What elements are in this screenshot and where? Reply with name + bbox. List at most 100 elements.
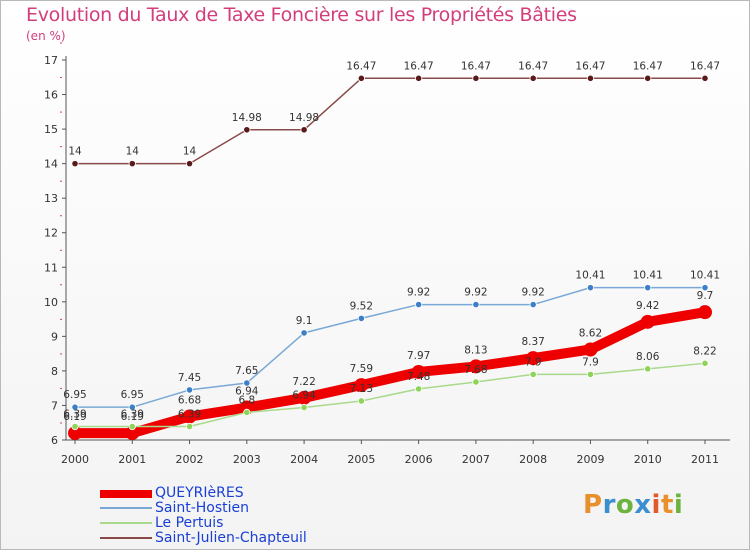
data-label: 14 — [183, 146, 197, 158]
data-point — [644, 74, 652, 82]
data-point — [68, 426, 82, 441]
data-label: 6.39 — [63, 409, 86, 421]
data-label: 16.47 — [633, 60, 663, 72]
data-label: 7.48 — [407, 371, 430, 383]
data-point — [297, 390, 312, 405]
x-tick-label: 2005 — [347, 453, 375, 466]
series-line-3 — [75, 77, 705, 165]
data-point — [529, 300, 537, 309]
data-label: 8.37 — [521, 336, 544, 348]
data-point — [529, 370, 537, 378]
data-point — [472, 74, 480, 82]
data-label: 10.41 — [575, 270, 605, 282]
legend-item-saint-julien-chapteuil: Saint-Julien-Chapteuil — [100, 530, 360, 546]
data-label: 6.39 — [178, 409, 201, 421]
data-point — [185, 422, 194, 431]
y-tick-label: 8 — [51, 365, 58, 378]
legend-label-saint-julien-chapteuil: Saint-Julien-Chapteuil — [155, 530, 307, 546]
y-tick-label: 15 — [44, 123, 58, 136]
data-label: 7.13 — [350, 383, 373, 395]
data-point — [357, 314, 365, 322]
data-label: 9.92 — [521, 287, 544, 299]
data-point — [300, 126, 308, 134]
data-point — [357, 74, 365, 82]
data-label: 16.47 — [575, 60, 605, 72]
data-point — [701, 359, 709, 367]
chart-legend: QUEYRIèRES Saint-Hostien Le Pertuis Sain… — [100, 485, 360, 546]
data-point — [71, 160, 79, 168]
data-label: 9.1 — [296, 315, 313, 327]
series-line-1 — [75, 286, 705, 408]
data-label: 9.92 — [407, 287, 430, 299]
data-label: 8.06 — [636, 351, 660, 363]
data-point — [243, 408, 251, 416]
data-point — [415, 300, 423, 309]
data-label: 6.95 — [63, 389, 86, 401]
y-tick-label: 11 — [44, 261, 58, 274]
x-tick-label: 2004 — [290, 453, 318, 466]
data-label: 9.7 — [697, 290, 714, 302]
data-point — [529, 74, 537, 82]
y-tick-label: 16 — [44, 89, 58, 102]
data-point — [300, 403, 308, 412]
data-label: 7.65 — [235, 365, 258, 377]
data-point — [526, 351, 541, 366]
data-label: 14 — [126, 146, 140, 158]
data-point — [586, 370, 595, 378]
legend-label-queyrieres: QUEYRIèRES — [155, 485, 244, 501]
data-point — [644, 365, 652, 373]
x-tick-label: 2002 — [176, 453, 204, 466]
data-point — [411, 364, 426, 379]
data-point — [468, 359, 483, 374]
data-label: 6.8 — [238, 394, 255, 406]
y-tick-label: 13 — [44, 192, 58, 205]
data-point — [472, 378, 480, 386]
legend-item-queyrieres: QUEYRIèRES — [100, 485, 360, 501]
data-label: 7.22 — [292, 376, 315, 388]
data-point — [128, 403, 136, 411]
data-label: 8.22 — [693, 345, 716, 357]
x-tick-label: 2008 — [519, 453, 547, 466]
data-point — [182, 409, 197, 424]
data-point — [586, 74, 595, 82]
data-point — [354, 378, 369, 393]
data-label: 10.41 — [633, 270, 663, 282]
data-label: 16.47 — [518, 60, 548, 72]
data-label: 14.98 — [289, 112, 319, 124]
data-label: 7.59 — [350, 363, 373, 375]
data-label: 10.41 — [690, 270, 720, 282]
data-label: 14 — [68, 146, 82, 158]
data-point — [128, 160, 136, 168]
data-label: 7.97 — [407, 350, 430, 362]
y-tick-label: 7 — [51, 399, 58, 412]
data-label: 6.68 — [178, 395, 201, 407]
data-label: 8.62 — [579, 327, 602, 339]
y-tick-label: 10 — [44, 296, 58, 309]
data-point — [644, 284, 652, 292]
data-point — [300, 329, 308, 337]
data-label: 16.47 — [690, 60, 720, 72]
data-point — [701, 284, 709, 292]
data-point — [415, 385, 423, 393]
series-line-2 — [75, 362, 706, 428]
x-tick-label: 2009 — [576, 453, 604, 466]
data-label: 14.98 — [232, 112, 262, 124]
data-point — [357, 397, 365, 405]
chart-title: Evolution du Taux de Taxe Foncière sur l… — [26, 4, 577, 26]
proxiti-logo: Proxiti — [583, 490, 684, 520]
data-label: 6.19 — [63, 411, 86, 423]
data-point — [71, 403, 79, 411]
data-label: 7.68 — [464, 364, 487, 376]
data-label: 6.94 — [235, 386, 259, 398]
data-point — [640, 314, 655, 329]
data-point — [125, 426, 140, 441]
x-tick-label: 2006 — [405, 453, 433, 466]
x-tick-label: 2003 — [233, 453, 261, 466]
y-tick-label: 17 — [44, 54, 58, 67]
data-point — [472, 300, 480, 309]
data-label: 8.13 — [464, 344, 487, 356]
data-label: 16.47 — [461, 60, 491, 72]
data-point — [243, 379, 251, 387]
